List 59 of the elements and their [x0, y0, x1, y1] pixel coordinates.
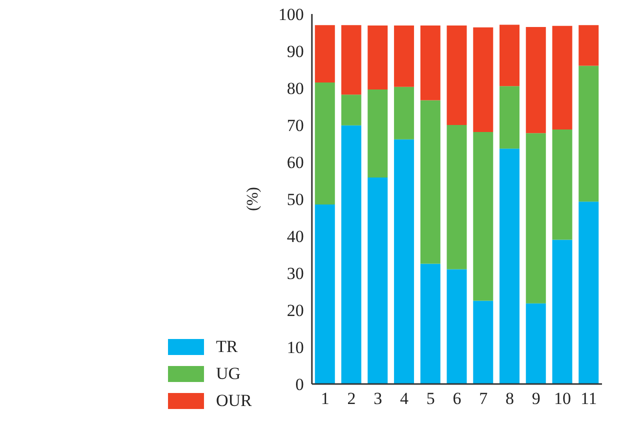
y-tick-label: 60 — [286, 153, 304, 172]
legend-label: OUR — [216, 390, 252, 410]
bar — [446, 269, 467, 384]
x-tick-label: 7 — [479, 389, 488, 408]
bar — [578, 202, 599, 384]
bar — [500, 148, 520, 384]
x-tick-label: 2 — [347, 389, 356, 408]
bar — [368, 89, 388, 178]
bar — [314, 25, 335, 82]
bar — [578, 66, 599, 202]
x-tick-label: 9 — [532, 389, 540, 408]
y-tick-label: 70 — [286, 116, 304, 136]
bar — [314, 82, 335, 205]
y-tick-label: 50 — [286, 190, 304, 210]
y-tick-label: 100 — [278, 5, 304, 24]
legend-label: TR — [216, 336, 238, 356]
bar — [578, 25, 599, 66]
x-tick-label: 6 — [452, 389, 462, 408]
bar — [394, 86, 414, 140]
x-tick-label: 10 — [554, 389, 571, 408]
bar — [552, 129, 572, 240]
bar — [446, 125, 467, 270]
bar — [420, 100, 440, 264]
bar — [500, 24, 520, 86]
bar — [473, 132, 494, 301]
x-tick-label: 4 — [400, 389, 409, 408]
x-tick-label: 5 — [426, 389, 435, 408]
x-tick-label: 11 — [580, 389, 597, 408]
bar — [341, 25, 362, 95]
bar — [314, 204, 335, 384]
bar — [341, 94, 362, 126]
y-tick-label: 0 — [295, 375, 304, 394]
bar — [473, 27, 494, 132]
bar — [473, 300, 494, 384]
y-axis-title: (%) — [244, 187, 262, 211]
y-tick-label: 20 — [286, 301, 304, 320]
y-tick-label: 80 — [286, 79, 304, 98]
y-tick-label: 10 — [286, 338, 304, 358]
bar — [526, 26, 546, 134]
y-tick-label: 30 — [286, 264, 304, 284]
y-tick-label: 90 — [286, 42, 304, 62]
x-tick-label: 8 — [505, 389, 514, 408]
bar — [552, 240, 572, 384]
bar — [446, 25, 467, 125]
bar — [394, 139, 414, 384]
y-tick-label: 40 — [286, 227, 304, 246]
bar — [420, 264, 440, 384]
bar — [368, 178, 388, 384]
bar — [526, 303, 546, 384]
legend-label: UG — [216, 364, 241, 384]
bar — [552, 26, 572, 130]
bar — [368, 25, 388, 90]
bar — [420, 25, 440, 100]
bar — [394, 25, 414, 87]
bar — [526, 133, 546, 304]
x-tick-label: 1 — [320, 389, 330, 408]
bar — [341, 125, 362, 384]
x-tick-label: 3 — [374, 389, 382, 408]
bar — [500, 86, 520, 149]
